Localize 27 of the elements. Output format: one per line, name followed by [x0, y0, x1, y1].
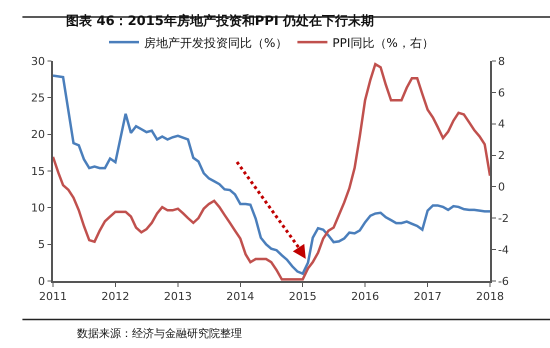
y-tick-label: 20 — [31, 128, 46, 142]
y-tick-label: 15 — [31, 164, 46, 178]
y2-tick-label: 6 — [498, 86, 505, 100]
y2-tick-label: -2 — [498, 212, 509, 225]
x-tick-label: 2014 — [226, 290, 254, 303]
y-tick-label: 0 — [38, 274, 46, 288]
y2-tick-label: 0 — [498, 180, 505, 194]
x-tick-label: 2015 — [288, 290, 317, 303]
x-tick-label: 2013 — [164, 290, 192, 303]
y2-tick-label: -4 — [498, 243, 509, 256]
y-tick-label: 10 — [31, 202, 46, 215]
y2-tick-label: 4 — [498, 118, 505, 131]
x-tick-label: 2012 — [101, 290, 130, 303]
x-tick-label: 2018 — [476, 290, 504, 303]
x-tick-label: 2017 — [414, 290, 442, 303]
y2-tick-label: -6 — [498, 274, 509, 288]
x-tick-label: 2016 — [351, 290, 380, 303]
source-note: 数据来源：经济与金融研究院整理 — [77, 327, 242, 340]
x-tick-label: 2011 — [39, 290, 67, 303]
legend-label: PPI同比（%，右） — [332, 36, 434, 50]
y-tick-label: 30 — [31, 54, 46, 68]
y2-tick-label: 8 — [498, 54, 505, 68]
legend-label: 房地产开发投资同比（%） — [144, 36, 288, 50]
y-tick-label: 25 — [31, 92, 46, 105]
y2-tick-label: 2 — [498, 149, 505, 162]
chart-title: 图表 46：2015年房地产投资和PPI 仍处在下行末期 — [66, 12, 374, 29]
y-tick-label: 5 — [38, 238, 46, 252]
